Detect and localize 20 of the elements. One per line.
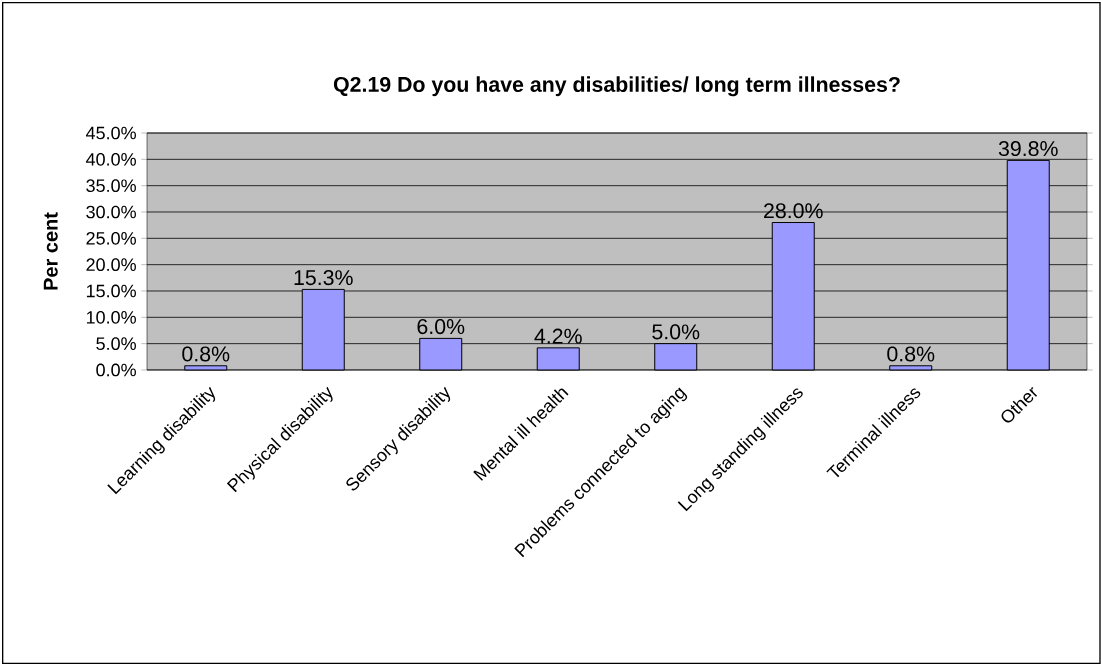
y-tick-label: 30.0% (86, 205, 136, 219)
data-label: 28.0% (764, 203, 823, 219)
y-tick-label: 15.0% (86, 284, 136, 298)
data-label: 5.0% (652, 324, 700, 340)
data-label: 6.0% (417, 319, 465, 335)
y-tick-label: 5.0% (96, 337, 136, 351)
data-label: 0.8% (887, 346, 935, 362)
y-axis-title: Per cent (43, 212, 58, 290)
data-label: 0.8% (182, 346, 230, 362)
data-label: 15.3% (294, 270, 353, 286)
y-tick-label: 0.0% (96, 363, 136, 377)
y-tick-label: 35.0% (86, 179, 136, 193)
y-tick-label: 40.0% (85, 152, 136, 166)
data-label: 4.2% (534, 328, 582, 344)
y-tick-label: 10.0% (86, 310, 136, 324)
y-tick-label: 45.0% (85, 126, 136, 140)
chart-title: Q2.19 Do you have any disabilities/ long term illnesses? (333, 76, 900, 97)
y-tick-label: 20.0% (86, 258, 136, 272)
data-label: 39.8% (998, 141, 1058, 157)
y-tick-label: 25.0% (86, 231, 136, 245)
